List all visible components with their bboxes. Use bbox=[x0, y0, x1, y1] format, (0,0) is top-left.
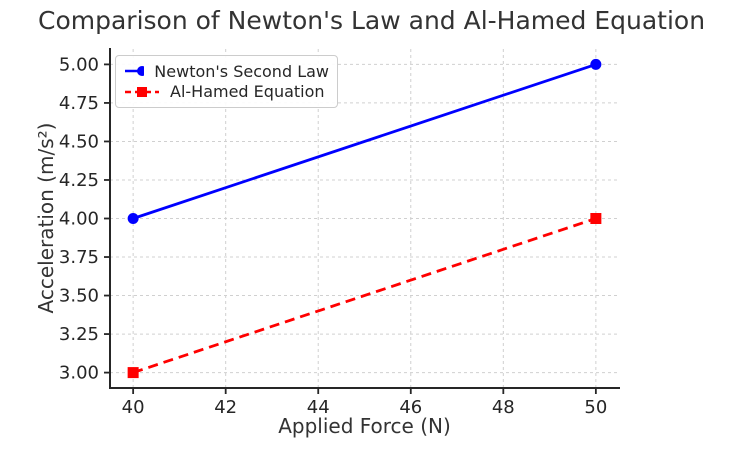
data-point-marker bbox=[127, 367, 139, 379]
data-point-marker bbox=[590, 58, 602, 70]
y-tick-label: 4.50 bbox=[59, 131, 99, 152]
x-tick-label: 44 bbox=[307, 397, 330, 418]
legend-line-sample-icon bbox=[125, 86, 159, 97]
data-point-marker bbox=[590, 213, 602, 224]
chart-title: Comparison of Newton's Law and Al-Hamed … bbox=[38, 6, 706, 35]
legend-label-newtons-second-law: Newton's Second Law bbox=[154, 61, 329, 81]
series-0 bbox=[127, 58, 602, 224]
x-axis-ticks: 40 42 44 46 48 50 bbox=[122, 388, 607, 418]
x-tick-label: 50 bbox=[584, 397, 607, 418]
legend-item-newtons-second-law: Newton's Second Law bbox=[124, 61, 329, 81]
y-axis-ticks: 3.00 3.25 3.50 3.75 4.00 4.25 4.50 4.75 5.00 bbox=[59, 54, 110, 384]
series-1 bbox=[127, 213, 602, 379]
y-axis-label: Acceleration (m/s²) bbox=[34, 122, 58, 314]
y-tick-label: 4.00 bbox=[59, 209, 99, 230]
legend: Newton's Second Law Al-Hamed Equation bbox=[115, 55, 338, 108]
series-line-1 bbox=[132, 217, 597, 374]
x-tick-label: 40 bbox=[122, 397, 145, 418]
y-tick-label: 3.50 bbox=[59, 286, 99, 307]
y-tick-label: 4.25 bbox=[59, 170, 99, 191]
x-tick-label: 42 bbox=[214, 397, 237, 418]
y-tick-label: 4.75 bbox=[59, 93, 99, 114]
legend-sample-marker bbox=[137, 86, 147, 97]
series-line-0 bbox=[132, 63, 597, 220]
data-point-marker bbox=[127, 213, 139, 224]
x-axis-label: Applied Force (N) bbox=[278, 414, 451, 438]
legend-line-sample-icon bbox=[125, 66, 145, 77]
x-tick-label: 46 bbox=[399, 397, 422, 418]
y-tick-label: 3.75 bbox=[59, 247, 99, 268]
y-tick-label: 5.00 bbox=[59, 54, 99, 75]
legend-label-al-hamed-equation: Al-Hamed Equation bbox=[170, 82, 325, 102]
x-tick-label: 48 bbox=[492, 397, 515, 418]
legend-sample-marker bbox=[137, 66, 145, 77]
y-tick-label: 3.00 bbox=[59, 363, 99, 384]
y-tick-label: 3.25 bbox=[59, 324, 99, 345]
legend-item-al-hamed-equation: Al-Hamed Equation bbox=[124, 82, 329, 102]
